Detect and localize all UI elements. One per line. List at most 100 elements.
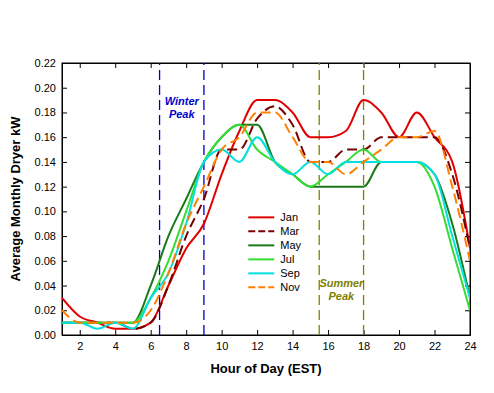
y-tick-mark	[62, 261, 67, 262]
y-tick-mark	[465, 88, 470, 89]
legend-entry: Nov	[248, 281, 300, 293]
legend-entry: Jan	[248, 211, 298, 223]
series-line	[62, 100, 470, 329]
x-tick-label: 14	[287, 340, 299, 352]
y-tick-right	[465, 137, 470, 138]
x-tick: 10	[216, 330, 228, 352]
legend-label: Jan	[280, 211, 298, 223]
x-tick-top	[328, 63, 329, 68]
x-tick: 16	[322, 330, 334, 352]
legend-label: Sep	[280, 267, 300, 279]
y-axis-line	[62, 64, 63, 336]
y-tick-mark	[465, 112, 470, 113]
y-tick-label: 0.08	[35, 230, 56, 242]
y-tick: 0.00	[35, 329, 67, 341]
y-tick-label: 0.10	[35, 205, 56, 217]
x-tick: 6	[148, 330, 154, 352]
x-tick-mark	[80, 330, 81, 335]
x-tick-top	[115, 63, 116, 68]
series-line	[62, 125, 470, 323]
chart: 0.00 0.02 0.04 0.06 0.08 0.10 0.12 0.14 0.16 0.18…	[0, 0, 494, 393]
x-tick-mark	[186, 330, 187, 335]
y-tick: 0.22	[35, 57, 67, 69]
x-tick-label: 10	[216, 340, 228, 352]
x-tick-label: 24	[464, 340, 476, 352]
x-tick-mark	[435, 330, 436, 335]
x-tick-top	[186, 63, 187, 68]
legend-swatch	[248, 258, 274, 260]
x-tick-label: 6	[148, 340, 154, 352]
x-tick-top	[435, 63, 436, 68]
peak-line	[363, 63, 364, 335]
y-tick: 0.14	[35, 156, 67, 168]
peak-label: WinterPeak	[165, 95, 200, 120]
x-tick-top	[399, 63, 400, 68]
y-tick-mark	[62, 162, 67, 163]
legend: JanMarMayJulSepNov	[248, 211, 301, 293]
peak-label: SummerPeak	[319, 277, 364, 302]
legend-entry: May	[248, 239, 301, 251]
x-tick-label: 20	[393, 340, 405, 352]
x-tick: 24	[464, 330, 476, 352]
y-tick-label: 0.06	[35, 255, 56, 267]
peak-label-line: Winter	[165, 95, 200, 107]
legend-swatch	[248, 230, 274, 232]
legend-entry: Sep	[248, 267, 300, 279]
legend-swatch	[248, 272, 274, 274]
legend-swatch	[248, 216, 274, 218]
marks	[62, 63, 470, 335]
legend-label: May	[280, 239, 301, 251]
y-tick-label: 0.14	[35, 156, 56, 168]
x-tick-top	[470, 63, 471, 68]
legend-swatch	[248, 286, 274, 288]
y-tick-mark	[62, 137, 67, 138]
peak-label-line: Peak	[329, 290, 356, 302]
x-tick-mark	[470, 63, 471, 68]
x-tick-mark	[222, 63, 223, 68]
y-tick-label: 0.02	[35, 304, 56, 316]
y-tick-mark	[62, 286, 67, 287]
y-tick-mark	[465, 162, 470, 163]
y-axis-right-line	[470, 64, 471, 336]
y-tick-mark	[465, 187, 470, 188]
legend-swatch	[248, 244, 274, 246]
y-tick: 0.16	[35, 131, 67, 143]
y-tick-label: 0.18	[35, 106, 56, 118]
y-tick-mark	[62, 236, 67, 237]
x-tick-label: 18	[358, 340, 370, 352]
x-tick-mark	[186, 63, 187, 68]
series-line	[62, 125, 470, 323]
x-tick-mark	[293, 330, 294, 335]
x-tick: 14	[287, 330, 299, 352]
y-tick: 0.06	[35, 255, 67, 267]
y-tick: 0.18	[35, 106, 67, 118]
x-tick: 12	[252, 330, 264, 352]
y-tick-label: 0.12	[35, 181, 56, 193]
y-tick-label: 0.00	[35, 329, 56, 341]
x-tick-top	[80, 63, 81, 68]
y-tick-mark	[62, 112, 67, 113]
legend-label: Jul	[280, 253, 294, 265]
peak-label-line: Summer	[319, 277, 364, 289]
x-tick-mark	[222, 330, 223, 335]
x-tick-mark	[399, 330, 400, 335]
x-axis-title: Hour of Day (EST)	[210, 361, 321, 376]
y-tick-mark	[465, 211, 470, 212]
x-tick: 2	[77, 330, 83, 352]
y-tick: 0.04	[35, 280, 67, 292]
x-tick-mark	[257, 63, 258, 68]
x-tick-top	[151, 63, 152, 68]
y-tick-label: 0.16	[35, 131, 56, 143]
y-tick: 0.20	[35, 82, 67, 94]
y-tick-mark	[62, 88, 67, 89]
x-tick-mark	[151, 63, 152, 68]
y-tick-label: 0.20	[35, 82, 56, 94]
plot-frame	[62, 63, 470, 335]
y-tick: 0.12	[35, 181, 67, 193]
x-tick-label: 12	[252, 340, 264, 352]
peak-label-line: Peak	[169, 108, 196, 120]
x-tick-top	[222, 63, 223, 68]
x-tick-top	[257, 63, 258, 68]
plot: 0.00 0.02 0.04 0.06 0.08 0.10 0.12 0.14 0.16 0.18…	[35, 57, 477, 352]
y-tick-right	[465, 162, 470, 163]
